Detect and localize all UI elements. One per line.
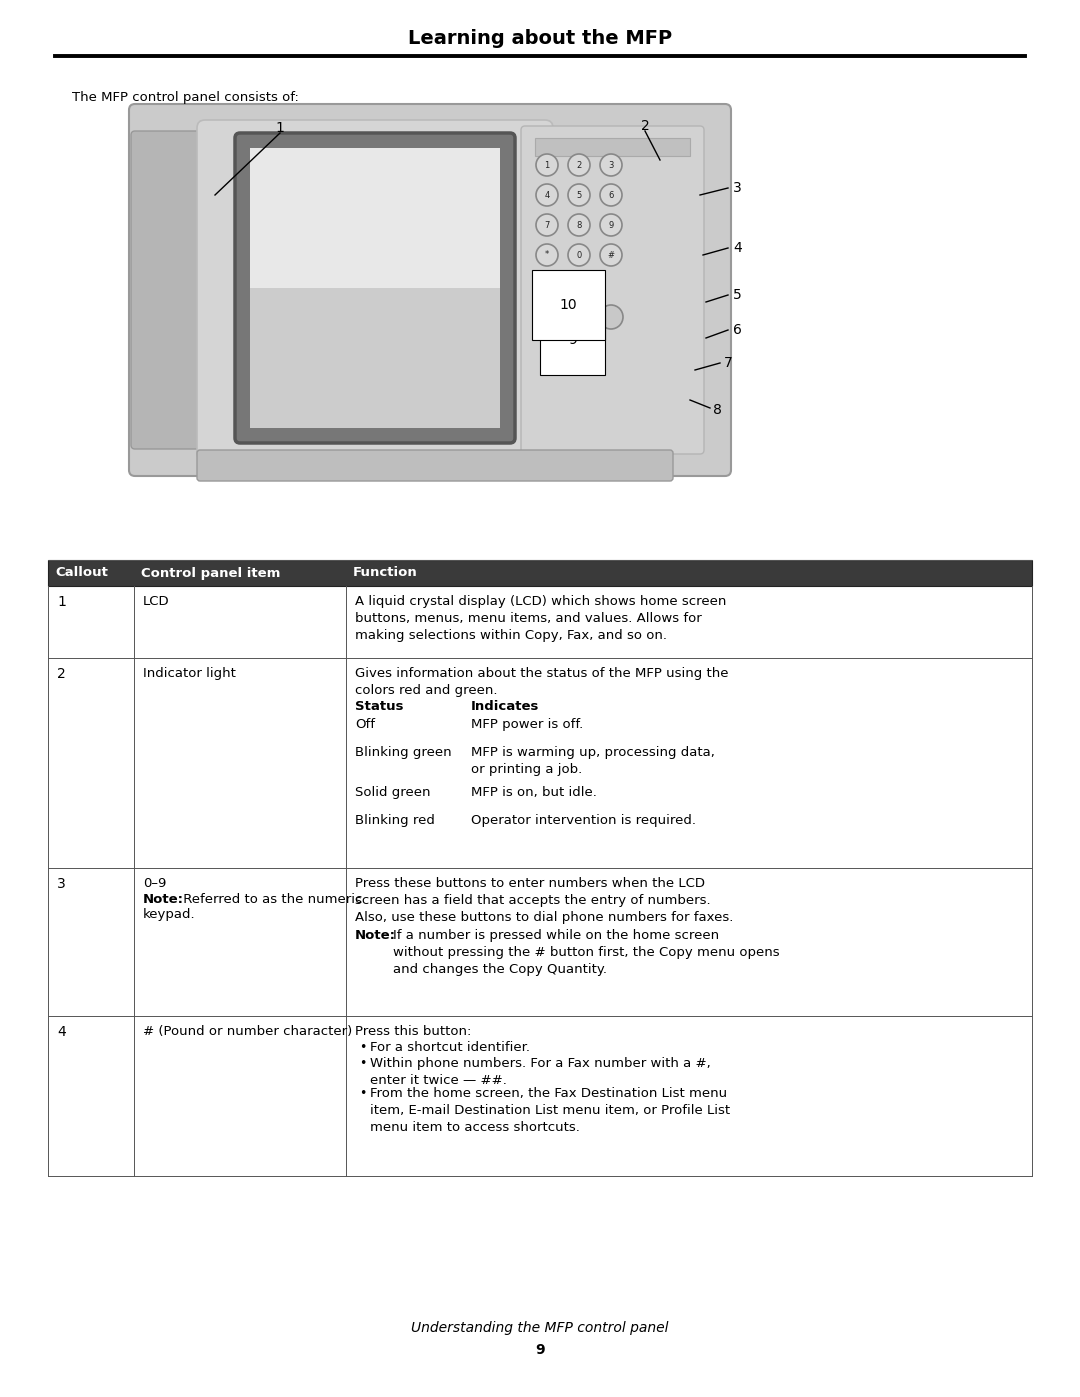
Text: Indicates: Indicates <box>471 700 539 712</box>
Text: Learning about the MFP: Learning about the MFP <box>408 28 672 47</box>
FancyBboxPatch shape <box>129 103 731 476</box>
Text: 4: 4 <box>57 1025 66 1039</box>
Text: II: II <box>577 281 581 289</box>
Text: 0: 0 <box>577 250 582 260</box>
Text: ▶: ▶ <box>575 312 583 321</box>
Text: 3: 3 <box>733 182 742 196</box>
Bar <box>48 560 1032 585</box>
Text: 1: 1 <box>275 122 284 136</box>
Text: Callout: Callout <box>55 567 108 580</box>
Text: 8: 8 <box>713 402 721 416</box>
Bar <box>535 138 690 156</box>
Text: Gives information about the status of the MFP using the
colors red and green.: Gives information about the status of th… <box>355 666 729 697</box>
Circle shape <box>600 214 622 236</box>
Circle shape <box>600 154 622 176</box>
Text: Press this button:: Press this button: <box>355 1025 471 1038</box>
Text: 1: 1 <box>57 595 66 609</box>
Text: *: * <box>545 250 549 260</box>
Text: Control panel item: Control panel item <box>141 567 281 580</box>
Text: Status: Status <box>355 700 404 712</box>
Circle shape <box>568 214 590 236</box>
Text: 2: 2 <box>57 666 66 680</box>
Circle shape <box>534 305 561 330</box>
Text: 3: 3 <box>608 161 613 169</box>
Text: 2: 2 <box>577 161 582 169</box>
Text: Blinking green: Blinking green <box>355 746 451 759</box>
Text: Operator intervention is required.: Operator intervention is required. <box>471 814 696 827</box>
Text: MFP power is off.: MFP power is off. <box>471 718 583 731</box>
Text: 6: 6 <box>608 190 613 200</box>
Text: 2: 2 <box>640 119 649 133</box>
FancyBboxPatch shape <box>235 133 515 443</box>
Bar <box>48 868 1032 1016</box>
Circle shape <box>600 244 622 265</box>
Text: ×: × <box>541 310 553 324</box>
Text: MFP is on, but idle.: MFP is on, but idle. <box>471 787 597 799</box>
Circle shape <box>536 154 558 176</box>
Text: 3: 3 <box>57 877 66 891</box>
Text: Note:: Note: <box>143 893 184 907</box>
Text: For a shortcut identifier.: For a shortcut identifier. <box>370 1041 530 1053</box>
Text: 4: 4 <box>544 190 550 200</box>
Circle shape <box>599 305 623 330</box>
Bar <box>48 658 1032 868</box>
Text: Press these buttons to enter numbers when the LCD
screen has a field that accept: Press these buttons to enter numbers whe… <box>355 877 733 923</box>
Text: 1: 1 <box>544 161 550 169</box>
FancyBboxPatch shape <box>197 450 673 481</box>
Text: Solid green: Solid green <box>355 787 431 799</box>
Bar <box>249 148 500 288</box>
Text: 0–9: 0–9 <box>143 877 166 890</box>
Text: 10: 10 <box>559 298 577 312</box>
FancyBboxPatch shape <box>197 120 553 460</box>
Text: # (Pound or number character): # (Pound or number character) <box>143 1025 352 1038</box>
Circle shape <box>600 184 622 205</box>
Text: 5: 5 <box>577 190 582 200</box>
Bar <box>249 288 500 427</box>
Text: 9: 9 <box>568 332 577 346</box>
FancyBboxPatch shape <box>521 126 704 454</box>
Text: 4: 4 <box>733 242 742 256</box>
Circle shape <box>536 214 558 236</box>
Text: ←: ← <box>542 279 552 291</box>
Text: 6: 6 <box>733 323 742 337</box>
Text: LCD: LCD <box>143 595 170 608</box>
Bar <box>48 585 1032 658</box>
Text: Blinking red: Blinking red <box>355 814 435 827</box>
Text: 9: 9 <box>608 221 613 229</box>
Text: If a number is pressed while on the home screen
without pressing the # button fi: If a number is pressed while on the home… <box>393 929 780 977</box>
Text: •: • <box>359 1041 366 1053</box>
Text: 7: 7 <box>544 221 550 229</box>
Text: The MFP control panel consists of:: The MFP control panel consists of: <box>72 91 299 105</box>
Text: Referred to as the numeric: Referred to as the numeric <box>179 893 363 907</box>
Text: 5: 5 <box>733 288 742 302</box>
FancyBboxPatch shape <box>131 131 214 448</box>
Circle shape <box>568 154 590 176</box>
Text: 7: 7 <box>724 356 732 370</box>
Text: •: • <box>359 1087 366 1099</box>
Circle shape <box>536 244 558 265</box>
Circle shape <box>568 184 590 205</box>
Text: #: # <box>607 250 615 260</box>
Text: Note:: Note: <box>355 929 396 942</box>
Text: Within phone numbers. For a Fax number with a #,
enter it twice — ##.: Within phone numbers. For a Fax number w… <box>370 1058 711 1087</box>
Text: 8: 8 <box>577 221 582 229</box>
Text: keypad.: keypad. <box>143 908 195 921</box>
Text: Indicator light: Indicator light <box>143 666 235 680</box>
Text: Understanding the MFP control panel: Understanding the MFP control panel <box>411 1322 669 1336</box>
Circle shape <box>568 274 590 296</box>
Text: Function: Function <box>353 567 418 580</box>
Circle shape <box>564 302 594 332</box>
Text: From the home screen, the Fax Destination List menu
item, E-mail Destination Lis: From the home screen, the Fax Destinatio… <box>370 1087 730 1134</box>
Circle shape <box>536 184 558 205</box>
Text: MFP is warming up, processing data,
or printing a job.: MFP is warming up, processing data, or p… <box>471 746 715 775</box>
Circle shape <box>536 274 558 296</box>
Text: •: • <box>359 1058 366 1070</box>
Bar <box>48 1016 1032 1176</box>
Text: 9: 9 <box>536 1343 544 1356</box>
Text: A liquid crystal display (LCD) which shows home screen
buttons, menus, menu item: A liquid crystal display (LCD) which sho… <box>355 595 727 643</box>
Text: Off: Off <box>355 718 375 731</box>
Circle shape <box>568 244 590 265</box>
